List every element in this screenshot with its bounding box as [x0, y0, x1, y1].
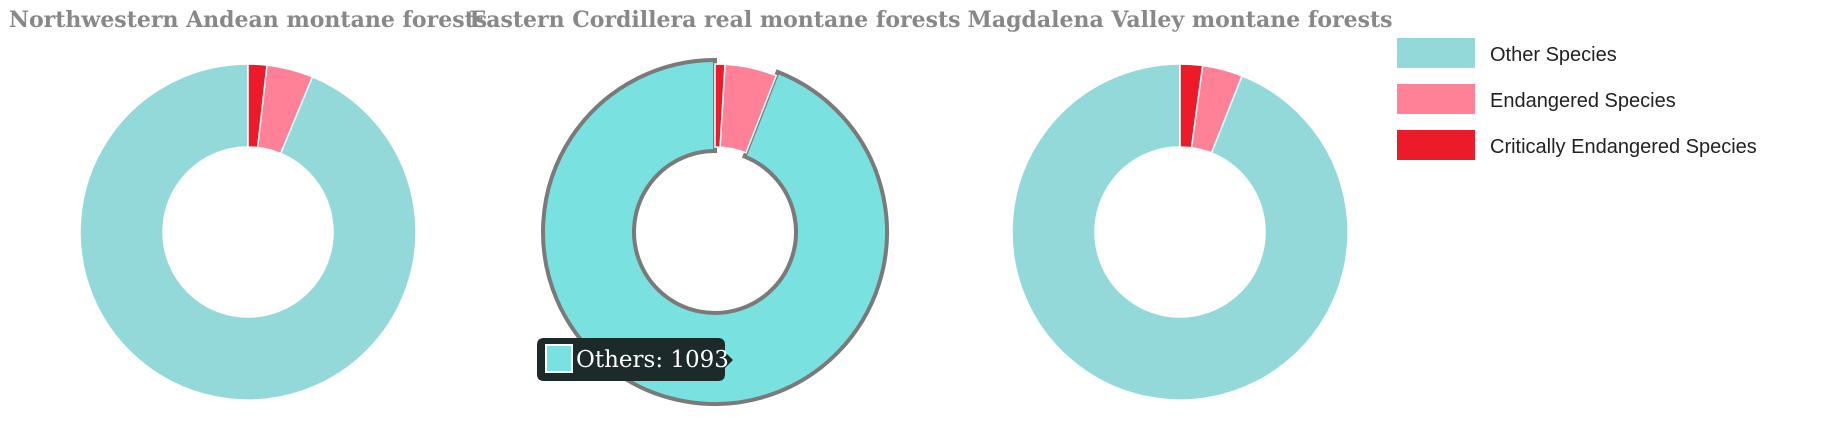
- donut-chart-3: Magdalena Valley montane forests: [967, 7, 1393, 401]
- donut-chart-2: Eastern Cordillera real montane forests: [469, 7, 961, 406]
- tooltip-label: Others: 1093: [576, 347, 729, 373]
- tooltip: Others: 1093: [537, 338, 733, 381]
- slice-critically-endangered[interactable]: [247, 63, 268, 149]
- slice-endangered[interactable]: [1190, 64, 1244, 154]
- slice-endangered[interactable]: [256, 64, 314, 155]
- tooltip-swatch: [545, 344, 573, 373]
- slice-critically-endangered[interactable]: [1179, 63, 1204, 149]
- legend-item-other[interactable]: Other Species: [1397, 38, 1617, 68]
- legend: Other Species Endangered Species Critica…: [1397, 38, 1757, 160]
- legend-item-critically-endangered[interactable]: Critically Endangered Species: [1397, 130, 1757, 160]
- chart-title: Eastern Cordillera real montane forests: [469, 7, 960, 33]
- slice-critically-endangered[interactable]: [714, 63, 726, 148]
- chart-title: Northwestern Andean montane forests: [9, 7, 487, 33]
- legend-label-endangered: Endangered Species: [1490, 90, 1676, 112]
- slice-other[interactable]: [1011, 63, 1349, 401]
- legend-label-critically-endangered: Critically Endangered Species: [1490, 136, 1757, 158]
- donut-chart-1: Northwestern Andean montane forests: [9, 7, 487, 401]
- slice-endangered[interactable]: [719, 63, 778, 154]
- slice-other[interactable]: [79, 63, 417, 401]
- legend-item-endangered[interactable]: Endangered Species: [1397, 84, 1676, 114]
- tooltip-box: [537, 338, 733, 381]
- slice-other[interactable]: [541, 57, 889, 406]
- legend-swatch-other: [1397, 38, 1475, 68]
- legend-label-other: Other Species: [1490, 44, 1617, 66]
- legend-swatch-endangered: [1397, 84, 1475, 114]
- chart-title: Magdalena Valley montane forests: [967, 7, 1392, 33]
- legend-swatch-critically-endangered: [1397, 130, 1475, 160]
